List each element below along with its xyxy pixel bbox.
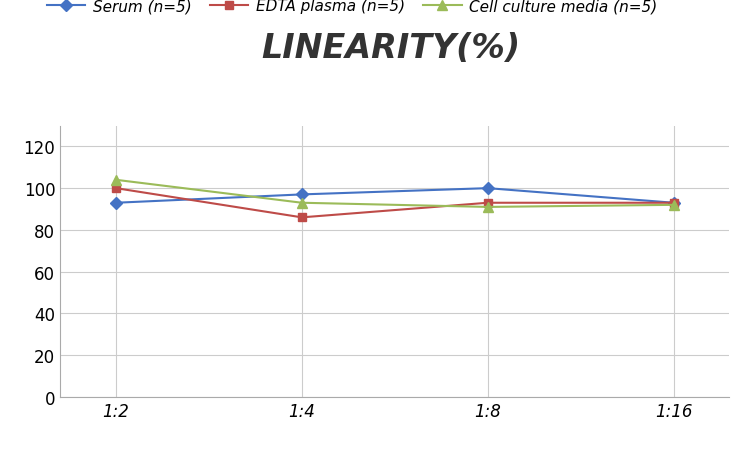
Line: EDTA plasma (n=5): EDTA plasma (n=5) (112, 184, 678, 222)
Serum (n=5) (297, 192, 306, 198)
Serum (n=5) (484, 186, 493, 191)
Cell culture media (n=5) (669, 202, 678, 208)
Serum (n=5) (111, 201, 120, 206)
Line: Cell culture media (n=5): Cell culture media (n=5) (111, 175, 678, 212)
Cell culture media (n=5) (111, 178, 120, 183)
Serum (n=5) (669, 201, 678, 206)
EDTA plasma (n=5) (297, 215, 306, 221)
EDTA plasma (n=5) (669, 201, 678, 206)
Cell culture media (n=5) (484, 205, 493, 210)
EDTA plasma (n=5) (484, 201, 493, 206)
EDTA plasma (n=5) (111, 186, 120, 191)
Text: LINEARITY(%): LINEARITY(%) (262, 32, 520, 64)
Line: Serum (n=5): Serum (n=5) (112, 184, 678, 207)
Legend: Serum (n=5), EDTA plasma (n=5), Cell culture media (n=5): Serum (n=5), EDTA plasma (n=5), Cell cul… (41, 0, 663, 20)
Cell culture media (n=5) (297, 201, 306, 206)
